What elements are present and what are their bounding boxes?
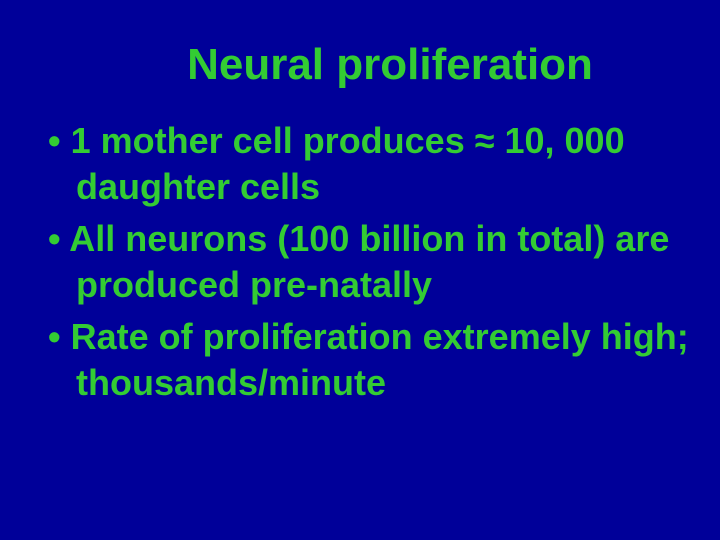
- list-item: Rate of proliferation extremely high; th…: [48, 314, 690, 406]
- list-item: All neurons (100 billion in total) are p…: [48, 216, 690, 308]
- bullet-list: 1 mother cell produces ≈ 10, 000 daughte…: [30, 118, 690, 406]
- slide-container: Neural proliferation 1 mother cell produ…: [0, 0, 720, 540]
- list-item: 1 mother cell produces ≈ 10, 000 daughte…: [48, 118, 690, 210]
- slide-title: Neural proliferation: [30, 40, 690, 90]
